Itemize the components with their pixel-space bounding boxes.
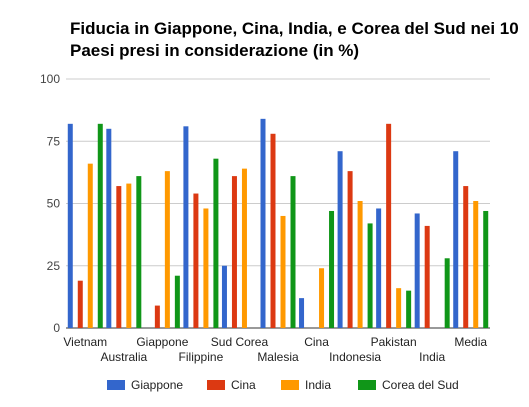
bar — [193, 193, 199, 328]
legend-label: Giappone — [131, 378, 183, 392]
bar — [77, 280, 83, 328]
bar — [164, 171, 170, 328]
bar — [87, 163, 93, 328]
category-label: Filippine — [179, 350, 224, 364]
legend-swatch — [107, 380, 125, 390]
bar — [270, 133, 276, 328]
bar — [444, 258, 450, 328]
legend-label: Cina — [231, 378, 256, 392]
category-label: India — [419, 350, 445, 364]
bar — [319, 268, 325, 328]
chart-title-line-1: Fiducia in Giappone, Cina, India, e Core… — [70, 19, 519, 38]
legend-label: India — [305, 378, 331, 392]
bar — [376, 208, 382, 328]
bar — [386, 123, 392, 328]
bar — [241, 168, 247, 328]
legend-item: Cina — [207, 378, 256, 392]
bar — [106, 128, 112, 328]
bar — [290, 176, 296, 328]
bar — [337, 151, 343, 328]
y-tick-label: 100 — [40, 72, 60, 86]
bar — [116, 186, 122, 328]
bar — [329, 210, 335, 328]
legend-swatch — [358, 380, 376, 390]
category-label: Media — [454, 335, 487, 349]
legend-item: India — [281, 378, 331, 392]
bar — [299, 298, 305, 328]
bars — [67, 118, 489, 328]
bar — [414, 213, 420, 328]
bar — [97, 123, 103, 328]
bar — [357, 201, 363, 328]
bar — [183, 126, 189, 328]
bar — [260, 118, 266, 328]
bar — [154, 305, 160, 328]
category-label: Giappone — [136, 335, 188, 349]
category-label: Australia — [100, 350, 147, 364]
legend-item: Giappone — [107, 378, 183, 392]
bar — [136, 176, 142, 328]
legend-item: Corea del Sud — [358, 378, 459, 392]
bar — [174, 275, 180, 328]
bar — [280, 215, 286, 328]
bar — [424, 225, 430, 328]
bar — [463, 186, 469, 328]
category-label: Malesia — [257, 350, 299, 364]
category-label: Cina — [304, 335, 329, 349]
bar — [367, 223, 373, 328]
legend-swatch — [207, 380, 225, 390]
bar — [231, 176, 237, 328]
legend: Giappone Cina India Corea del Sud — [107, 378, 459, 392]
category-label: Indonesia — [329, 350, 381, 364]
y-tick-label: 0 — [53, 321, 60, 335]
chart-title: Fiducia in Giappone, Cina, India, e Core… — [70, 18, 520, 62]
y-tick-label: 75 — [47, 134, 61, 148]
y-tick-label: 25 — [47, 259, 61, 273]
bar — [483, 210, 489, 328]
category-label: Vietnam — [63, 335, 107, 349]
category-label: Sud Corea — [211, 335, 269, 349]
bar — [203, 208, 209, 328]
y-tick-label: 50 — [47, 197, 61, 211]
bar — [126, 183, 132, 328]
bar — [473, 201, 479, 328]
bar — [396, 288, 402, 328]
bar — [406, 290, 412, 328]
chart-title-line-2: Paesi presi in considerazione (in %) — [70, 41, 360, 60]
bar — [221, 265, 227, 328]
legend-swatch — [281, 380, 299, 390]
legend-label: Corea del Sud — [382, 378, 459, 392]
bar — [453, 151, 459, 328]
bar — [67, 123, 73, 328]
bar — [213, 158, 219, 328]
category-label: Pakistan — [371, 335, 417, 349]
y-axis-ticks: 0 25 50 75 100 — [40, 72, 60, 335]
bar — [347, 171, 353, 328]
